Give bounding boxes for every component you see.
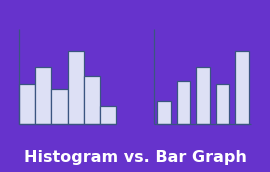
Bar [19,84,35,124]
Bar [196,67,210,124]
Bar [157,100,171,124]
Bar [216,84,229,124]
Bar [84,76,100,124]
Bar [68,51,84,124]
Bar [177,80,190,124]
Bar [35,67,51,124]
Text: Histogram vs. Bar Graph: Histogram vs. Bar Graph [23,150,247,165]
Bar [235,51,249,124]
Bar [100,106,116,124]
Bar [51,89,68,124]
